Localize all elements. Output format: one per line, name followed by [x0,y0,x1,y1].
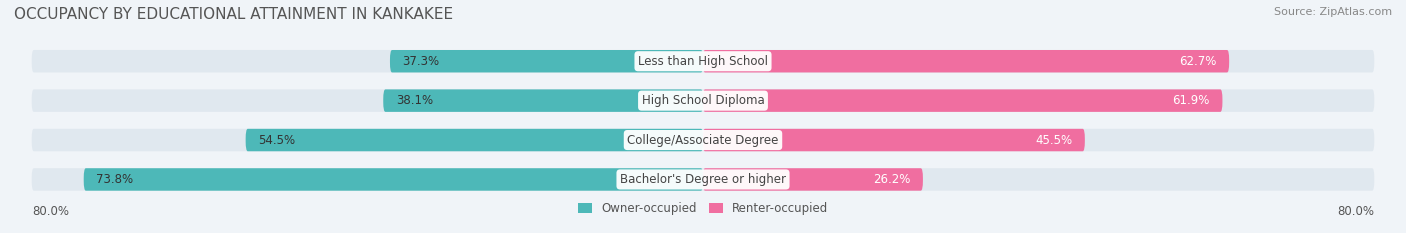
FancyBboxPatch shape [32,129,1374,151]
Text: 54.5%: 54.5% [259,134,295,147]
FancyBboxPatch shape [84,168,703,191]
FancyBboxPatch shape [32,50,1374,72]
Text: Source: ZipAtlas.com: Source: ZipAtlas.com [1274,7,1392,17]
Text: High School Diploma: High School Diploma [641,94,765,107]
Text: Less than High School: Less than High School [638,55,768,68]
FancyBboxPatch shape [703,168,922,191]
Text: Bachelor's Degree or higher: Bachelor's Degree or higher [620,173,786,186]
Text: College/Associate Degree: College/Associate Degree [627,134,779,147]
FancyBboxPatch shape [703,129,1085,151]
Text: 26.2%: 26.2% [873,173,910,186]
Text: 61.9%: 61.9% [1173,94,1209,107]
FancyBboxPatch shape [389,50,703,72]
Text: 80.0%: 80.0% [1337,205,1374,218]
Legend: Owner-occupied, Renter-occupied: Owner-occupied, Renter-occupied [578,202,828,215]
FancyBboxPatch shape [384,89,703,112]
Text: 80.0%: 80.0% [32,205,69,218]
Text: 37.3%: 37.3% [402,55,440,68]
FancyBboxPatch shape [703,89,1222,112]
FancyBboxPatch shape [32,168,1374,191]
FancyBboxPatch shape [32,89,1374,112]
FancyBboxPatch shape [703,50,1229,72]
Text: OCCUPANCY BY EDUCATIONAL ATTAINMENT IN KANKAKEE: OCCUPANCY BY EDUCATIONAL ATTAINMENT IN K… [14,7,453,22]
Text: 38.1%: 38.1% [396,94,433,107]
Text: 73.8%: 73.8% [97,173,134,186]
Text: 62.7%: 62.7% [1180,55,1216,68]
Text: 45.5%: 45.5% [1035,134,1073,147]
FancyBboxPatch shape [246,129,703,151]
